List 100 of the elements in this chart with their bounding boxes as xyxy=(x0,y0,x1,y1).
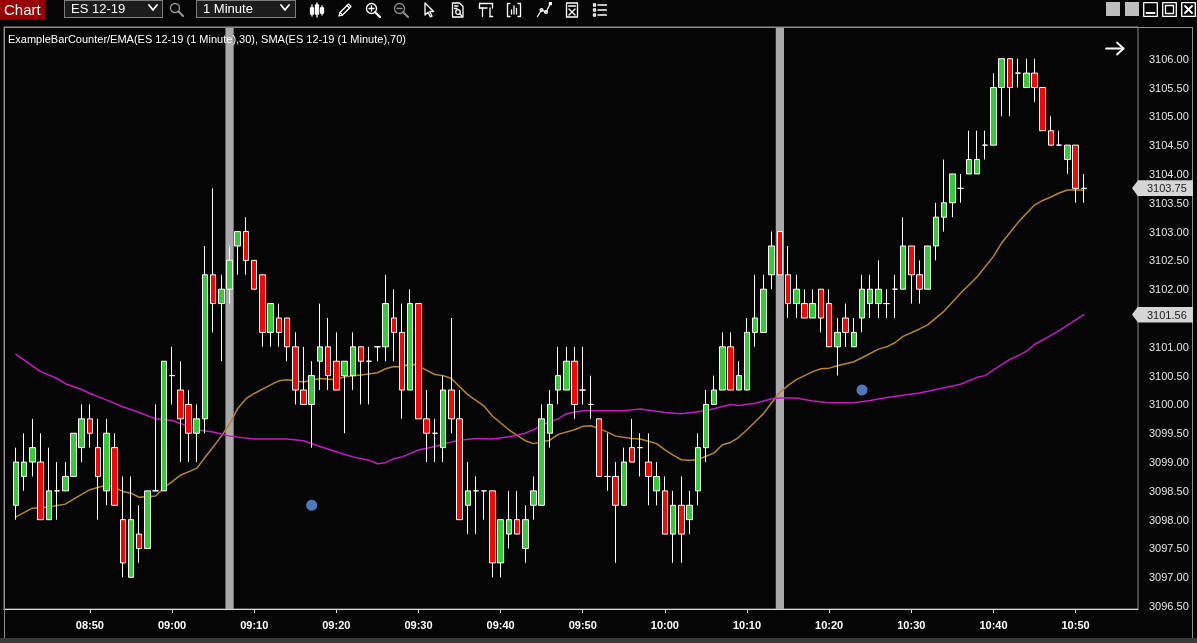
candlestick xyxy=(703,389,709,463)
candlestick xyxy=(941,159,947,233)
candlestick xyxy=(13,447,19,521)
x-tick-label: 09:40 xyxy=(486,618,515,631)
y-tick-label: 3100.00 xyxy=(1149,398,1189,411)
candlestick xyxy=(555,346,561,405)
candlestick xyxy=(670,490,676,564)
candlestick xyxy=(711,375,717,405)
x-tick-label: 09:10 xyxy=(240,618,269,631)
candlestick xyxy=(399,303,405,420)
candlestick xyxy=(243,216,249,276)
candlestick xyxy=(547,389,553,449)
candlestick xyxy=(579,346,586,405)
candlestick xyxy=(366,346,372,405)
candlestick xyxy=(695,432,701,506)
candlestick xyxy=(859,274,865,333)
candlestick xyxy=(1056,130,1062,146)
y-tick-label: 3099.00 xyxy=(1149,456,1189,469)
candlestick xyxy=(974,130,980,175)
candlestick xyxy=(875,259,882,319)
x-tick-label: 10:50 xyxy=(1061,618,1090,631)
y-tick-label: 3100.50 xyxy=(1149,369,1189,382)
candlestick xyxy=(407,288,413,391)
candlestick xyxy=(949,173,956,218)
candlestick xyxy=(596,418,602,477)
candlestick xyxy=(629,418,635,463)
y-tick-label: 3098.50 xyxy=(1149,484,1189,497)
candlestick xyxy=(152,403,159,492)
y-tick-label: 3098.00 xyxy=(1149,513,1189,526)
tab: Chart xyxy=(0,0,45,19)
candlestick xyxy=(1081,173,1087,204)
candlestick xyxy=(1007,58,1013,117)
y-tick-label: 3103.00 xyxy=(1149,225,1189,238)
line-series xyxy=(15,313,1085,465)
candlestick xyxy=(120,475,126,578)
text: 3101.56 xyxy=(1132,306,1193,323)
candlestick xyxy=(95,418,101,521)
candlestick xyxy=(933,202,939,261)
candlestick xyxy=(892,274,898,319)
candlestick xyxy=(46,447,52,521)
candlestick xyxy=(1048,115,1054,146)
candlestick xyxy=(350,331,356,391)
candlestick xyxy=(637,432,643,477)
candlestick xyxy=(169,346,175,405)
candlestick xyxy=(851,317,857,348)
line-series xyxy=(15,189,1085,518)
candlestick xyxy=(161,360,167,492)
x-tick-label: 09:20 xyxy=(322,618,351,631)
candlestick xyxy=(136,504,142,564)
candlestick xyxy=(391,288,397,362)
candlestick xyxy=(432,418,438,463)
candlestick xyxy=(506,490,512,549)
y-tick-label: 3105.50 xyxy=(1149,81,1189,94)
candlestick xyxy=(826,288,832,348)
dropdown-field: 1 Minute xyxy=(196,0,296,18)
candlestick xyxy=(522,504,529,564)
x-tick-label: 10:40 xyxy=(979,618,1008,631)
x-tick-label: 10:10 xyxy=(732,618,762,631)
candlestick xyxy=(662,475,668,535)
candlestick xyxy=(867,274,873,319)
candlestick xyxy=(317,303,323,391)
candlestick xyxy=(87,403,93,449)
candlestick xyxy=(473,475,479,535)
candlestick xyxy=(251,259,257,290)
y-tick-label: 3104.00 xyxy=(1149,167,1189,180)
candlestick xyxy=(621,447,627,506)
candlestick xyxy=(440,375,446,463)
candlestick xyxy=(202,245,208,434)
candlestick xyxy=(358,346,364,405)
candlestick xyxy=(818,288,824,333)
y-tick-label: 3102.50 xyxy=(1149,254,1189,267)
candlestick xyxy=(900,216,906,290)
y-tick-label: 3105.00 xyxy=(1149,110,1189,123)
candlestick xyxy=(982,130,988,161)
candlestick xyxy=(736,360,742,391)
y-tick-label: 3104.50 xyxy=(1149,139,1189,152)
candlestick xyxy=(514,490,520,535)
y-tick-label: 3097.00 xyxy=(1149,571,1189,584)
y-tick-label: 3101.00 xyxy=(1149,340,1189,353)
candlestick xyxy=(21,432,27,492)
candlestick xyxy=(760,274,767,333)
x-tick-label: 10:20 xyxy=(815,618,844,631)
x-tick-label: 09:50 xyxy=(568,618,597,631)
x-tick-label: 08:50 xyxy=(75,618,104,631)
y-tick-label: 3102.00 xyxy=(1149,283,1189,296)
candlestick xyxy=(276,303,282,348)
candlestick xyxy=(883,288,890,319)
y-tick-label: 3106.00 xyxy=(1149,52,1189,65)
candlestick xyxy=(744,317,750,391)
candlestick xyxy=(128,475,134,578)
x-tick-label: 10:00 xyxy=(650,618,679,631)
dropdown-field: ES 12-19 xyxy=(64,0,163,18)
candlestick xyxy=(966,130,972,175)
y-tick-label: 3097.50 xyxy=(1149,542,1189,555)
candlestick xyxy=(465,461,471,535)
y-tick-label: 3103.50 xyxy=(1149,196,1189,209)
x-tick-label: 09:00 xyxy=(157,618,187,631)
y-tick-label: 3099.50 xyxy=(1149,427,1189,440)
candlestick xyxy=(1015,58,1021,89)
candlestick xyxy=(777,231,783,276)
